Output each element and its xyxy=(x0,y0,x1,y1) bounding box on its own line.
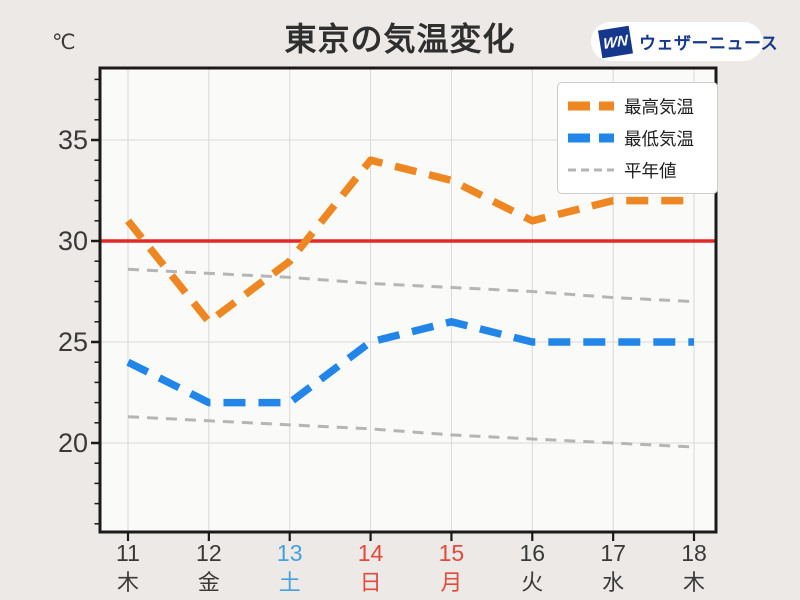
logo-text: ウェザーニュース xyxy=(639,34,779,53)
max-temp-line xyxy=(125,156,694,326)
y-tick-label: 25 xyxy=(58,327,88,357)
x-weekday-label: 木 xyxy=(683,570,705,595)
legend-label: 最低気温 xyxy=(624,128,694,149)
x-date-label: 12 xyxy=(196,540,222,566)
weathernews-logo: WN ウェザーニュース xyxy=(591,22,778,61)
legend-row: 最高気温 xyxy=(568,90,707,122)
x-weekday-label: 火 xyxy=(521,570,543,595)
legend-row: 最低気温 xyxy=(568,122,707,154)
y-tick-label: 30 xyxy=(58,226,88,256)
x-weekday-label: 木 xyxy=(117,570,139,595)
plot-border xyxy=(98,66,718,534)
chart-legend: 最高気温最低気温平年値 xyxy=(557,82,718,194)
x-weekday-label: 土 xyxy=(279,570,301,595)
x-date-label: 17 xyxy=(600,540,626,566)
x-date-label: 15 xyxy=(439,540,465,566)
page-title: 東京の気温変化 xyxy=(284,21,516,57)
x-date-label: 14 xyxy=(358,540,384,566)
x-date-label: 18 xyxy=(681,540,707,566)
y-tick-label: 35 xyxy=(58,125,88,155)
y-axis-unit-label: ℃ xyxy=(52,31,76,54)
x-date-label: 16 xyxy=(519,540,545,566)
legend-line-swatch-icon xyxy=(568,168,614,172)
legend-row: 平年値 xyxy=(568,154,707,186)
x-weekday-label: 月 xyxy=(440,570,462,595)
x-weekday-label: 金 xyxy=(198,570,220,595)
y-tick-label: 20 xyxy=(58,428,88,458)
x-date-label: 11 xyxy=(116,540,140,566)
x-weekday-label: 日 xyxy=(360,570,382,595)
x-date-label: 13 xyxy=(277,540,303,566)
legend-label: 平年値 xyxy=(624,160,677,181)
legend-line-swatch-icon xyxy=(568,101,614,111)
legend-line-swatch-icon xyxy=(568,133,614,143)
legend-label: 最高気温 xyxy=(624,96,694,117)
x-weekday-label: 水 xyxy=(602,570,624,595)
min-temp-line xyxy=(126,318,694,407)
